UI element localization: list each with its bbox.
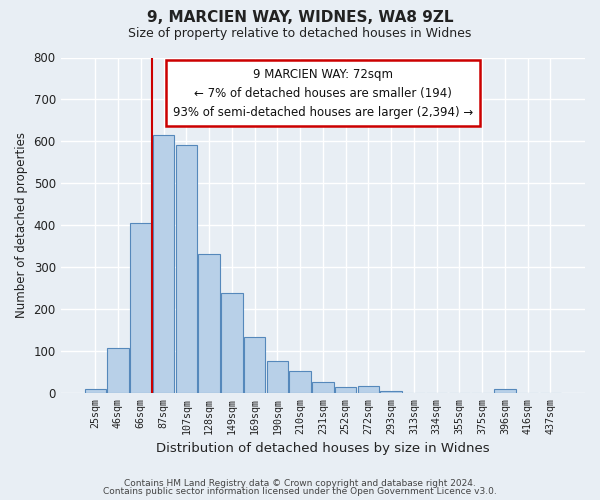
Text: Size of property relative to detached houses in Widnes: Size of property relative to detached ho… bbox=[128, 28, 472, 40]
Text: 9, MARCIEN WAY, WIDNES, WA8 9ZL: 9, MARCIEN WAY, WIDNES, WA8 9ZL bbox=[147, 10, 453, 25]
Y-axis label: Number of detached properties: Number of detached properties bbox=[15, 132, 28, 318]
Text: 9 MARCIEN WAY: 72sqm
← 7% of detached houses are smaller (194)
93% of semi-detac: 9 MARCIEN WAY: 72sqm ← 7% of detached ho… bbox=[173, 68, 473, 118]
Bar bbox=[107, 348, 129, 393]
Bar bbox=[312, 382, 334, 393]
Bar bbox=[358, 386, 379, 393]
Bar bbox=[380, 391, 402, 393]
Bar bbox=[494, 390, 515, 393]
Bar bbox=[85, 390, 106, 393]
Bar bbox=[198, 254, 220, 393]
Bar bbox=[335, 388, 356, 393]
Bar bbox=[244, 337, 265, 393]
Bar bbox=[289, 372, 311, 393]
X-axis label: Distribution of detached houses by size in Widnes: Distribution of detached houses by size … bbox=[156, 442, 490, 455]
Bar bbox=[266, 360, 288, 393]
Bar bbox=[153, 135, 175, 393]
Bar bbox=[221, 294, 242, 393]
Text: Contains public sector information licensed under the Open Government Licence v3: Contains public sector information licen… bbox=[103, 487, 497, 496]
Text: Contains HM Land Registry data © Crown copyright and database right 2024.: Contains HM Land Registry data © Crown c… bbox=[124, 478, 476, 488]
Bar bbox=[130, 223, 152, 393]
Bar bbox=[176, 145, 197, 393]
